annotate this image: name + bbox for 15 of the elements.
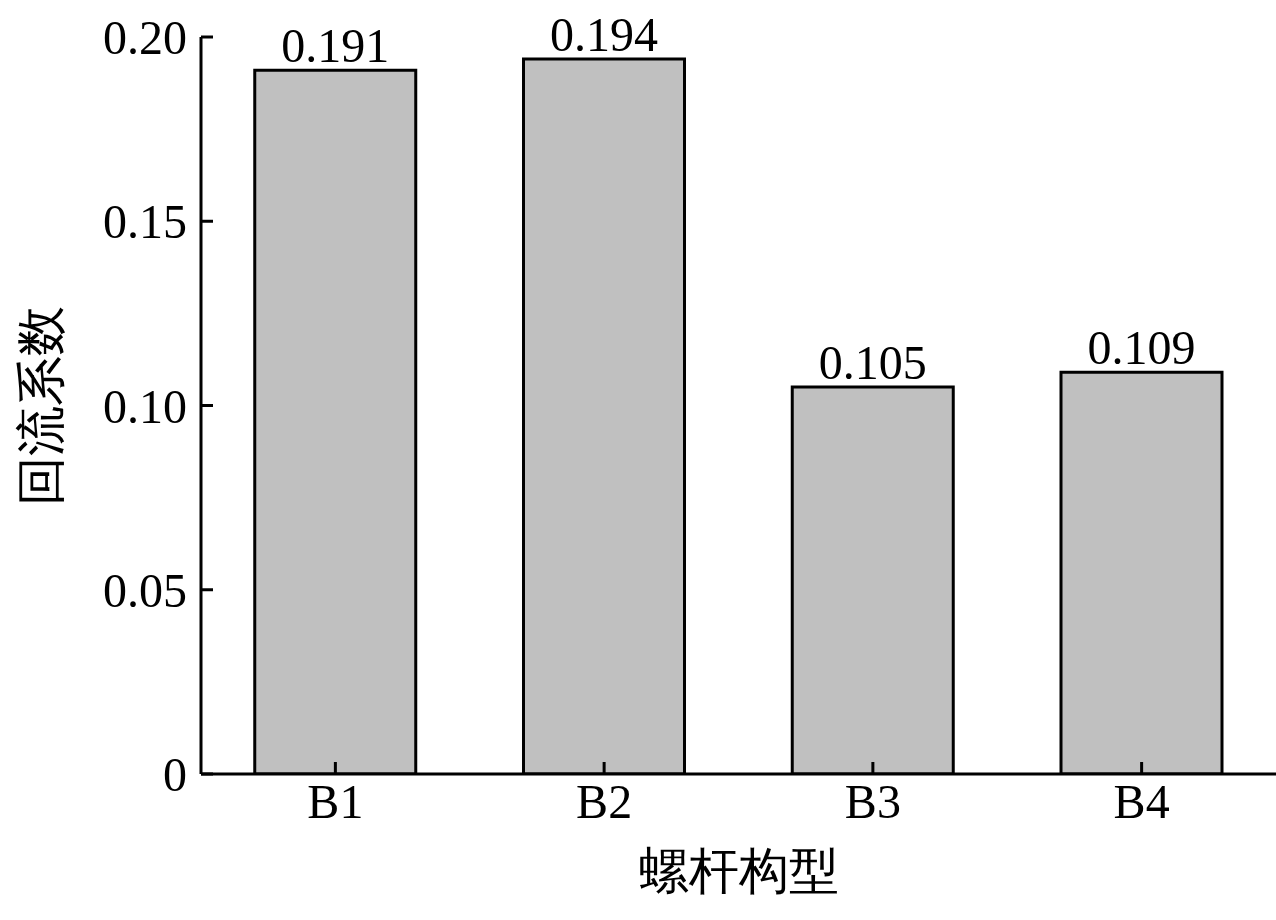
data-label: 0.194	[550, 8, 658, 62]
y-tick-label: 0.20	[103, 11, 187, 65]
x-tick-label: B4	[1113, 775, 1170, 829]
data-label: 0.109	[1087, 321, 1196, 375]
x-axis-title: 螺杆构型	[638, 843, 839, 899]
x-tick-label: B1	[307, 775, 364, 829]
x-tick-label: B2	[576, 775, 633, 829]
y-tick-label: 0.15	[103, 195, 187, 249]
y-tick-label: 0.05	[103, 563, 187, 617]
data-label: 0.105	[818, 336, 927, 390]
y-tick-label: 0.10	[103, 379, 187, 433]
y-axis-title: 回流系数	[12, 305, 69, 506]
y-tick-label: 0	[163, 748, 187, 802]
data-label: 0.191	[281, 19, 390, 73]
x-tick-label: B3	[844, 775, 901, 829]
